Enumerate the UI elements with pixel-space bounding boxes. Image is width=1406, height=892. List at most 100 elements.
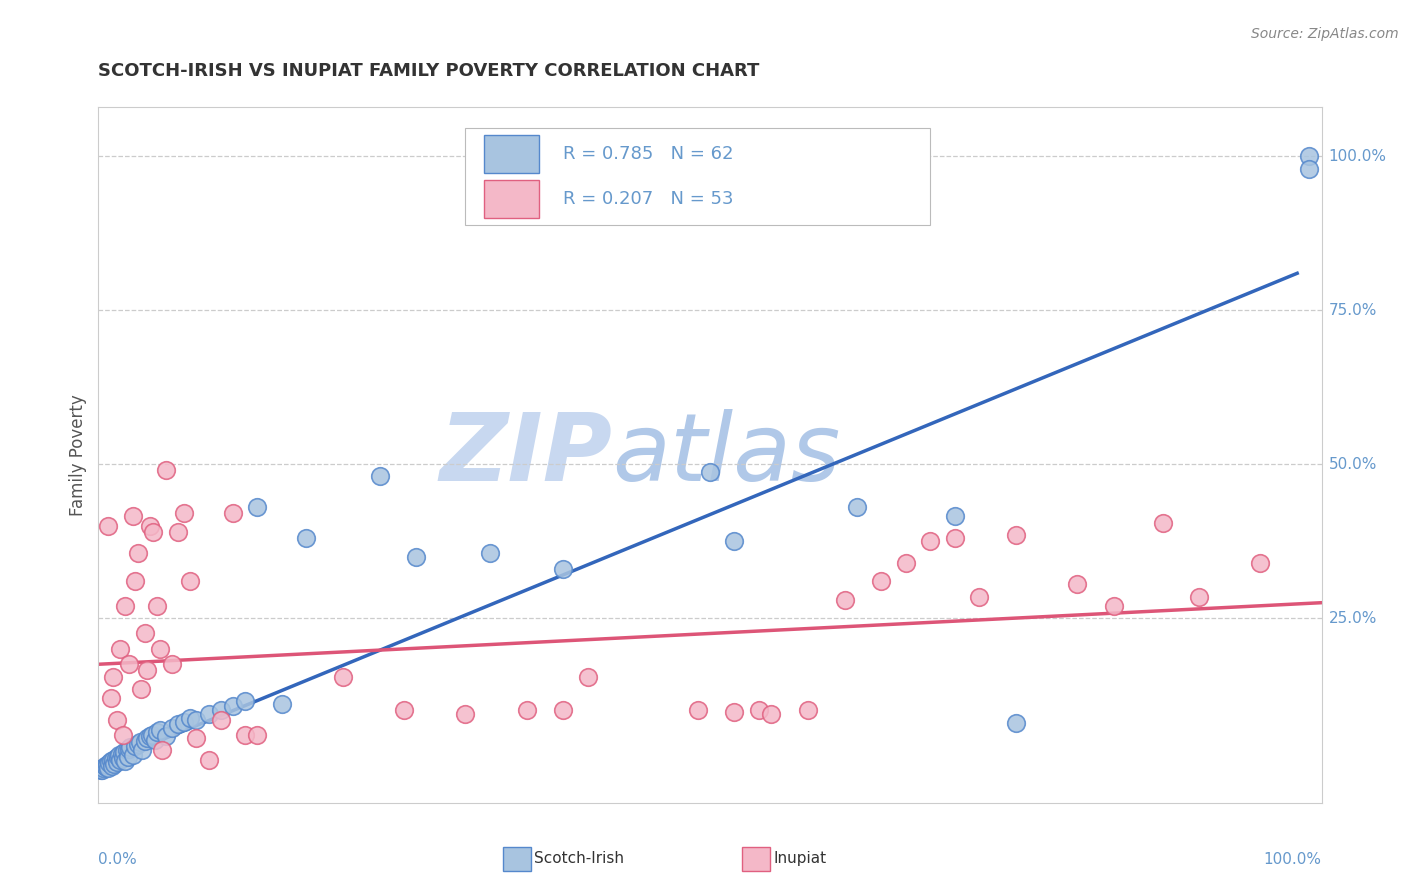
Text: Inupiat: Inupiat — [773, 852, 827, 866]
Point — [748, 703, 770, 717]
Point — [1298, 149, 1320, 163]
Point — [131, 743, 153, 757]
Point — [121, 509, 143, 524]
Point — [797, 703, 820, 717]
Point — [515, 703, 537, 717]
Point — [160, 721, 183, 735]
Point — [834, 592, 856, 607]
Point — [105, 713, 128, 727]
Text: 100.0%: 100.0% — [1329, 149, 1386, 164]
Text: atlas: atlas — [612, 409, 841, 500]
Point — [894, 556, 917, 570]
Point — [553, 562, 575, 576]
Point — [93, 759, 115, 773]
Point — [454, 706, 477, 721]
Point — [136, 664, 159, 678]
Point — [121, 747, 143, 762]
Point — [127, 546, 149, 560]
Point — [136, 731, 159, 746]
Point — [179, 574, 201, 589]
Point — [129, 735, 152, 749]
Point — [114, 754, 136, 768]
Point — [97, 761, 120, 775]
Point — [173, 714, 195, 729]
Point — [141, 728, 163, 742]
Text: 0.0%: 0.0% — [98, 852, 138, 867]
Point — [139, 518, 162, 533]
Point — [222, 507, 245, 521]
Text: Source: ZipAtlas.com: Source: ZipAtlas.com — [1251, 27, 1399, 41]
Point — [392, 703, 416, 717]
Point — [101, 759, 124, 773]
Point — [146, 599, 169, 613]
Point — [186, 731, 208, 746]
Text: R = 0.785   N = 62: R = 0.785 N = 62 — [564, 145, 734, 163]
Point — [139, 729, 162, 743]
Point — [723, 705, 745, 719]
Point — [1188, 590, 1211, 604]
Point — [110, 753, 132, 767]
Point — [98, 756, 121, 770]
Point — [943, 509, 966, 524]
Point — [1298, 161, 1320, 176]
Point — [94, 760, 117, 774]
Point — [90, 763, 112, 777]
Text: SCOTCH-IRISH VS INUPIAT FAMILY POVERTY CORRELATION CHART: SCOTCH-IRISH VS INUPIAT FAMILY POVERTY C… — [98, 62, 759, 80]
Point — [478, 546, 501, 560]
Point — [124, 739, 146, 753]
Point — [105, 755, 128, 769]
Point — [150, 743, 173, 757]
Point — [155, 463, 177, 477]
Text: 100.0%: 100.0% — [1264, 852, 1322, 867]
Point — [160, 657, 183, 672]
Y-axis label: Family Poverty: Family Poverty — [69, 394, 87, 516]
Point — [197, 706, 219, 721]
Point — [967, 590, 990, 604]
Point — [1066, 577, 1088, 591]
Point — [134, 734, 156, 748]
Text: 25.0%: 25.0% — [1329, 611, 1376, 625]
Point — [167, 717, 190, 731]
Point — [124, 574, 146, 589]
Point — [97, 518, 120, 533]
Point — [197, 753, 219, 767]
Text: 50.0%: 50.0% — [1329, 457, 1376, 472]
Point — [96, 757, 118, 772]
Point — [1152, 516, 1174, 530]
Point — [100, 754, 122, 768]
Point — [209, 713, 232, 727]
FancyBboxPatch shape — [484, 180, 538, 219]
Point — [149, 641, 172, 656]
Point — [117, 749, 139, 764]
Point — [111, 751, 134, 765]
Point — [1004, 528, 1026, 542]
Point — [222, 698, 245, 713]
Point — [155, 729, 177, 743]
Point — [246, 500, 269, 515]
Point — [127, 737, 149, 751]
Point — [332, 669, 354, 683]
Point — [723, 534, 745, 549]
Point — [686, 703, 709, 717]
Point — [120, 740, 142, 755]
Point — [179, 711, 201, 725]
Point — [295, 531, 318, 545]
Text: R = 0.207   N = 53: R = 0.207 N = 53 — [564, 190, 734, 208]
Point — [142, 524, 165, 539]
Point — [368, 469, 391, 483]
Point — [1249, 556, 1271, 570]
Point — [100, 691, 122, 706]
Point — [186, 713, 208, 727]
Point — [553, 703, 575, 717]
Point — [111, 747, 134, 761]
Point — [107, 749, 129, 764]
Point — [114, 599, 136, 613]
Point — [699, 465, 721, 479]
Point — [845, 500, 868, 515]
Point — [118, 657, 141, 672]
Text: ZIP: ZIP — [439, 409, 612, 501]
Point — [943, 531, 966, 545]
Point — [115, 743, 138, 757]
Point — [143, 733, 166, 747]
Point — [149, 723, 172, 738]
